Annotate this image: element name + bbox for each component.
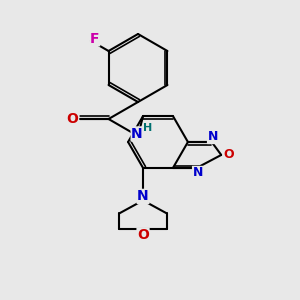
Text: N: N [137,189,149,203]
Text: H: H [143,123,153,133]
Text: N: N [131,127,143,141]
Text: F: F [90,32,100,46]
Text: O: O [223,148,234,161]
Text: O: O [137,228,149,242]
Text: N: N [208,130,218,143]
Text: O: O [67,112,79,126]
Text: N: N [193,167,203,179]
